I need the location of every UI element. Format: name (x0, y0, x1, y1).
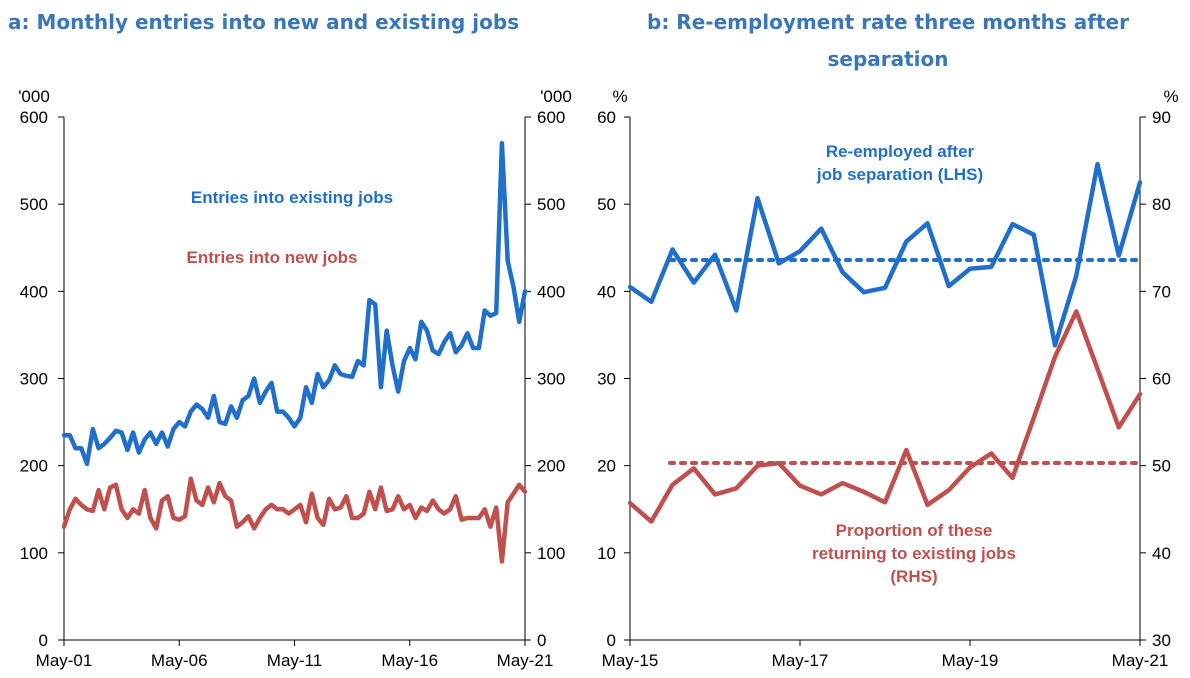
panel-a-x-tick-label: May-06 (151, 651, 208, 670)
annotation-returning-line1: Proportion of these (836, 521, 993, 540)
panel-a-right-tick-label: 500 (537, 195, 565, 214)
panel-b-right-tick-label: 50 (1152, 457, 1171, 476)
panel-b-lines (627, 161, 1143, 524)
panel-b-left-unit: % (612, 87, 627, 106)
panel-b-right-tick-label: 90 (1152, 108, 1171, 127)
panel-a-x-tick-label: May-16 (381, 651, 438, 670)
panel-b-right-tick-label: 60 (1152, 370, 1171, 389)
panel-a-right-tick-label: 0 (537, 631, 546, 650)
panel-a-left-tick-label: 400 (20, 282, 48, 301)
panel-a-right-unit: '000 (540, 87, 572, 106)
panel-a-left-tick-label: 0 (39, 631, 48, 650)
panel-a-left-tick-label: 100 (20, 544, 48, 563)
panel-b-x-tick-label: May-17 (772, 651, 829, 670)
panel-a-title: a: Monthly entries into new and existing… (8, 10, 519, 34)
annotation-existing-jobs: Entries into existing jobs (191, 188, 393, 207)
panel-b-x-tick-label: May-19 (942, 651, 999, 670)
panel-a-x-tick-label: May-11 (267, 651, 322, 670)
panel-a-left-unit: '000 (18, 87, 50, 106)
panel-b-left-tick-label: 60 (597, 108, 616, 127)
panel-a-right-tick-label: 300 (537, 370, 565, 389)
panel-b-title-line1: b: Re-employment rate three months after (647, 10, 1129, 34)
panel-b-x-tick-label: May-15 (602, 651, 659, 670)
annotation-new-jobs: Entries into new jobs (187, 248, 358, 267)
panel-a-x-tick-label: May-21 (497, 651, 554, 670)
panel-b-right-tick-label: 40 (1152, 544, 1171, 563)
series-line-reemployed (627, 161, 1143, 348)
panel-a-lines (61, 140, 528, 564)
annotation-returning-line2: returning to existing jobs (812, 544, 1016, 563)
panel-a-x-tick-label: May-01 (36, 651, 93, 670)
panel-b-left-tick-label: 50 (597, 195, 616, 214)
panel-b-axes: 0 10 20 30 40 50 60 30 40 50 60 70 80 90 May-15 May-17 M… (597, 108, 1171, 670)
panel-b-x-tick-label: May-21 (1112, 651, 1169, 670)
series-line-returning (627, 309, 1143, 524)
panel-a-axes: 0 0 100 100 200 200 300 300 400 400 500 500 600 600 Ma… (20, 108, 566, 670)
series-line-new (61, 476, 528, 564)
panel-b-right-unit: % (1163, 87, 1178, 106)
panel-b-left-tick-label: 30 (597, 370, 616, 389)
panel-b-left-tick-label: 0 (607, 631, 616, 650)
panel-a-left-tick-label: 300 (20, 370, 48, 389)
annotation-returning-line3: (RHS) (890, 567, 937, 586)
panel-b-title-line2: separation (827, 47, 948, 71)
panel-a: a: Monthly entries into new and existing… (8, 10, 572, 670)
panel-b: b: Re-employment rate three months after… (597, 10, 1178, 670)
panel-b-right-tick-label: 70 (1152, 282, 1171, 301)
panel-b-left-tick-label: 40 (597, 282, 616, 301)
panel-a-left-tick-label: 200 (20, 457, 48, 476)
panel-b-left-tick-label: 10 (597, 544, 616, 563)
panel-b-reference-lines (668, 257, 1142, 466)
annotation-reemployed-line1: Re-employed after (826, 142, 975, 161)
annotation-reemployed-line2: job separation (LHS) (816, 165, 983, 184)
panel-a-left-tick-label: 600 (20, 108, 48, 127)
panel-b-left-tick-label: 20 (597, 457, 616, 476)
panel-b-right-tick-label: 30 (1152, 631, 1171, 650)
panel-a-right-tick-label: 600 (537, 108, 565, 127)
panel-b-right-tick-label: 80 (1152, 195, 1171, 214)
panel-a-left-tick-label: 500 (20, 195, 48, 214)
series-line-existing (61, 140, 528, 467)
panel-a-right-tick-label: 400 (537, 282, 565, 301)
panel-a-right-tick-label: 100 (537, 544, 565, 563)
panel-a-right-tick-label: 200 (537, 457, 565, 476)
